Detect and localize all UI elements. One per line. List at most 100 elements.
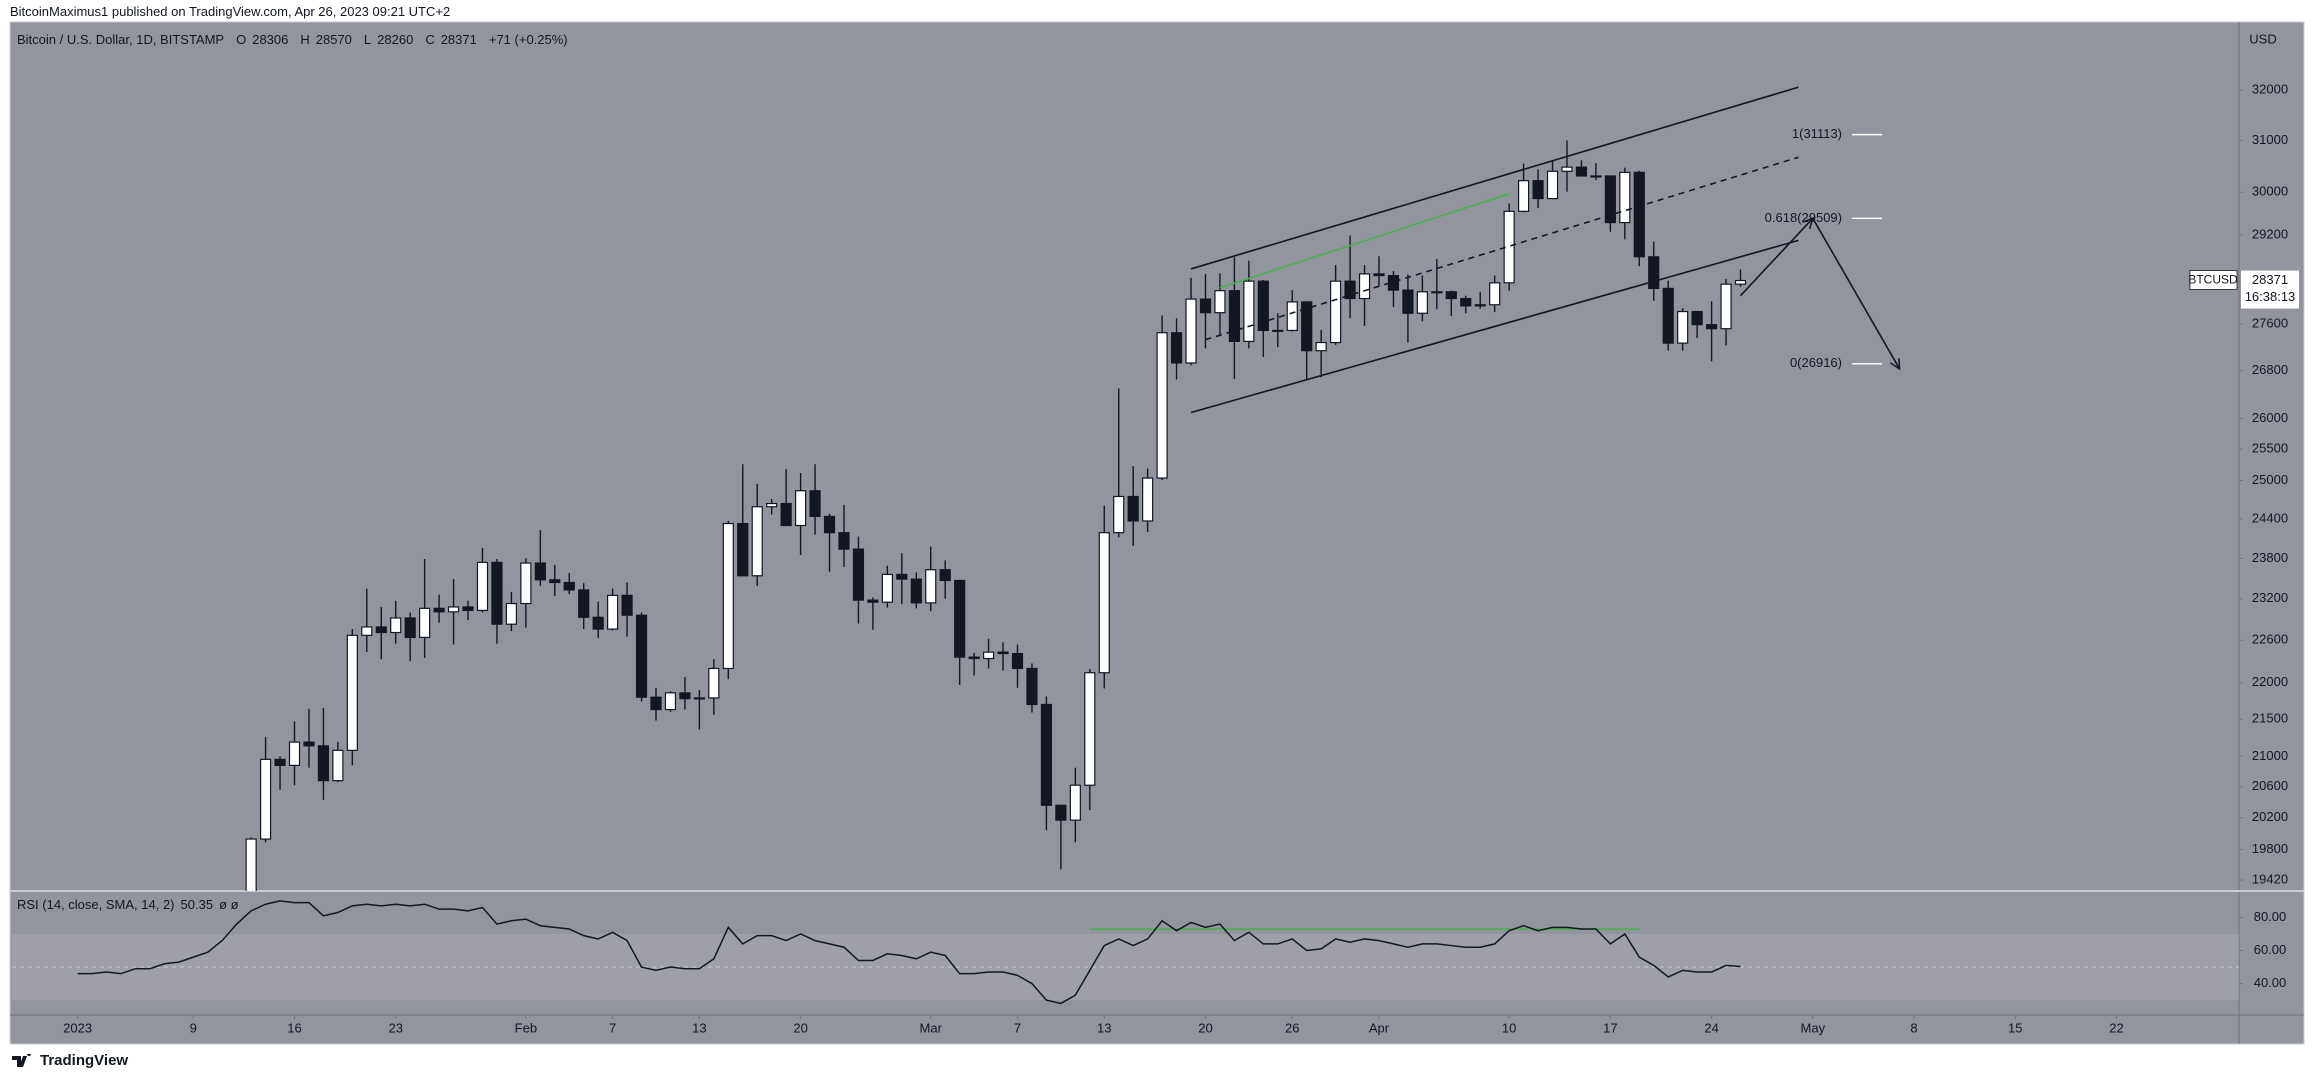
rsi-title: RSI (14, close, SMA, 14, 2) bbox=[17, 897, 175, 912]
candle-body bbox=[1228, 290, 1241, 342]
x-tick-label: 26 bbox=[1285, 1020, 1299, 1035]
legend-value: 28306 bbox=[252, 32, 289, 47]
candle-body bbox=[621, 594, 633, 616]
fib-label: 0.618(29509) bbox=[1765, 210, 1842, 225]
x-tick-label: 20 bbox=[1198, 1020, 1212, 1035]
candle-body bbox=[578, 589, 590, 618]
candle-body bbox=[939, 569, 951, 582]
candle-body bbox=[419, 607, 431, 639]
y-tick-label: 27600 bbox=[2252, 316, 2288, 331]
y-tick-label: 40.00 bbox=[2254, 975, 2287, 990]
footer-brand: TradingView bbox=[40, 1052, 129, 1069]
candle-body bbox=[549, 579, 561, 584]
candle-body bbox=[1705, 324, 1718, 330]
candle-body bbox=[1691, 310, 1703, 326]
symbol-label: BTCUSD bbox=[2188, 273, 2238, 287]
candle-body bbox=[1301, 301, 1313, 352]
legend-value: 28260 bbox=[377, 32, 414, 47]
candle-body bbox=[1517, 180, 1530, 212]
footer: TradingView bbox=[12, 1052, 128, 1069]
candle-body bbox=[766, 502, 778, 508]
candle-body bbox=[1214, 290, 1226, 314]
legend-value: 28570 bbox=[315, 32, 352, 47]
candle-body bbox=[361, 626, 373, 636]
rsi-value: 50.35 bbox=[180, 897, 214, 912]
candle-body bbox=[1040, 703, 1053, 806]
candle-body bbox=[1272, 329, 1284, 333]
candle-body bbox=[679, 692, 691, 700]
rsi-legend: RSI (14, close, SMA, 14, 2) 50.35 ø ø bbox=[17, 897, 239, 912]
fib-label: 0(26916) bbox=[1790, 355, 1842, 370]
legend-key: H bbox=[300, 32, 310, 47]
candle-body bbox=[650, 696, 662, 711]
candle-body bbox=[1315, 341, 1327, 352]
candle-body bbox=[925, 569, 937, 604]
candle-body bbox=[693, 697, 705, 700]
publish-line: BitcoinMaximus1 published on TradingView… bbox=[10, 4, 451, 19]
candle-body bbox=[1677, 310, 1689, 344]
y-tick-label: 19800 bbox=[2252, 841, 2288, 856]
candle-body bbox=[881, 573, 893, 603]
candle-body bbox=[896, 573, 908, 580]
y-tick-label: 23800 bbox=[2252, 550, 2288, 565]
x-tick-label: 24 bbox=[1704, 1020, 1718, 1035]
candle-body bbox=[332, 749, 344, 782]
x-tick-label: Mar bbox=[920, 1020, 943, 1035]
candle-body bbox=[245, 838, 257, 891]
candle-body bbox=[259, 758, 272, 840]
candle-body bbox=[1344, 280, 1356, 300]
candle-body bbox=[520, 562, 532, 605]
x-tick-label: 7 bbox=[609, 1020, 616, 1035]
price-pane bbox=[245, 86, 1900, 891]
x-tick-label: 13 bbox=[692, 1020, 706, 1035]
candle-body bbox=[997, 651, 1009, 655]
candle-body bbox=[1243, 280, 1255, 342]
candle-body bbox=[1546, 170, 1559, 200]
candle-body bbox=[751, 506, 763, 577]
candle-body bbox=[1142, 477, 1154, 522]
symbol-box bbox=[2189, 270, 2238, 290]
x-tick-label: 8 bbox=[1910, 1020, 1917, 1035]
trendline bbox=[1812, 217, 1900, 369]
candle-body bbox=[852, 548, 865, 601]
candle-body bbox=[823, 515, 836, 534]
candle-body bbox=[303, 741, 315, 747]
candle-body bbox=[982, 651, 995, 660]
candle-body bbox=[346, 634, 358, 751]
x-tick-label: 22 bbox=[2109, 1020, 2123, 1035]
y-tick-label: 23200 bbox=[2252, 590, 2288, 605]
legend-change: +71 (+0.25%) bbox=[488, 32, 568, 47]
x-tick-label: 16 bbox=[287, 1020, 301, 1035]
trendline bbox=[1219, 193, 1510, 289]
x-tick-label: 2023 bbox=[63, 1020, 92, 1035]
candle-body bbox=[1199, 298, 1212, 314]
candle-body bbox=[1575, 166, 1588, 177]
x-tick-label: 20 bbox=[793, 1020, 807, 1035]
candle-body bbox=[288, 741, 301, 767]
candle-body bbox=[563, 581, 575, 591]
candle-body bbox=[505, 602, 517, 625]
candle-body bbox=[1402, 289, 1414, 314]
candle-body bbox=[1416, 291, 1428, 314]
y-tick-label: 60.00 bbox=[2254, 942, 2287, 957]
candle-body bbox=[447, 606, 460, 613]
candle-body bbox=[1662, 287, 1674, 344]
y-tick-label: 22000 bbox=[2252, 674, 2288, 689]
candle-body bbox=[1358, 273, 1371, 300]
candle-body bbox=[1026, 667, 1038, 706]
trendline bbox=[1190, 86, 1799, 270]
candle-body bbox=[1113, 495, 1125, 534]
x-tick-label: Apr bbox=[1369, 1020, 1390, 1035]
candle-body bbox=[1387, 274, 1400, 291]
x-tick-label: Feb bbox=[515, 1020, 537, 1035]
candle-body bbox=[1604, 175, 1616, 224]
candle-body bbox=[1648, 256, 1660, 290]
y-tick-label: 26800 bbox=[2252, 362, 2288, 377]
fib-label: 1(31113) bbox=[1792, 126, 1842, 141]
candle-body bbox=[1055, 804, 1067, 821]
candle-body bbox=[1011, 652, 1024, 670]
x-tick-label: 10 bbox=[1502, 1020, 1516, 1035]
x-tick-label: 15 bbox=[2008, 1020, 2022, 1035]
candle-body bbox=[592, 616, 604, 630]
